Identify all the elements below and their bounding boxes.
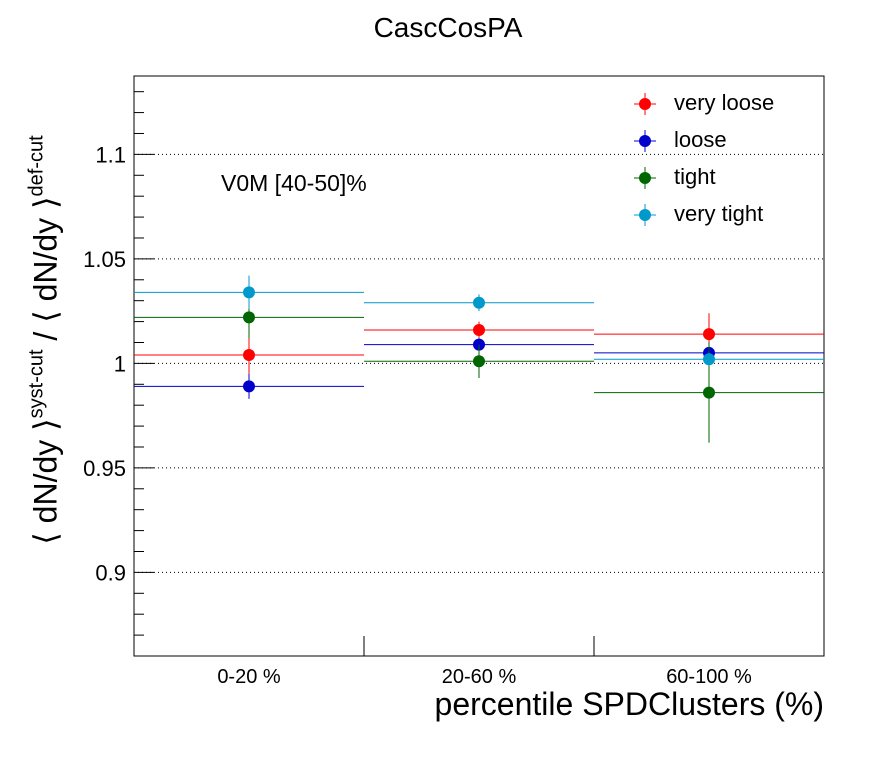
y-tick-label: 1 bbox=[114, 351, 126, 376]
y-label-sup-syst: syst-cut bbox=[25, 349, 48, 419]
legend-label: very loose bbox=[674, 90, 775, 115]
y-label-sup-def: def-cut bbox=[25, 135, 48, 197]
data-point bbox=[473, 323, 485, 336]
legend-dot bbox=[639, 172, 651, 184]
legend-label: very tight bbox=[674, 201, 764, 226]
legend-label: loose bbox=[674, 127, 727, 152]
data-point bbox=[473, 296, 485, 309]
y-label-denominator: ⟨ dN/dy ⟩ bbox=[27, 196, 64, 323]
legend-dot bbox=[639, 98, 651, 110]
x-axis-label: percentile SPDClusters (%) bbox=[434, 686, 824, 722]
data-point bbox=[703, 386, 715, 399]
data-point bbox=[703, 353, 715, 366]
data-point bbox=[243, 380, 255, 393]
legend-marker bbox=[634, 93, 656, 115]
y-axis-label: ⟨ dN/dy ⟩syst-cut / ⟨ dN/dy ⟩def-cut bbox=[26, 135, 65, 544]
y-label-slash: / bbox=[27, 322, 64, 350]
y-tick-label: 1.1 bbox=[95, 142, 126, 167]
y-label-numerator: ⟨ dN/dy ⟩ bbox=[27, 418, 64, 545]
plot-frame bbox=[133, 75, 825, 657]
legend-dot bbox=[639, 135, 651, 147]
legend-dot bbox=[639, 209, 651, 221]
x-tick-label: 0-20 % bbox=[217, 666, 281, 688]
chart-annotation: V0M [40-50]% bbox=[221, 170, 367, 196]
x-tick-label: 20-60 % bbox=[442, 666, 517, 688]
legend-marker bbox=[634, 130, 656, 152]
x-tick-label: 60-100 % bbox=[666, 666, 752, 688]
chart-title: CascCosPA bbox=[373, 12, 523, 43]
data-point bbox=[243, 286, 255, 299]
legend-label: tight bbox=[674, 164, 716, 189]
legend-marker bbox=[634, 204, 656, 226]
data-point bbox=[243, 349, 255, 362]
legend-marker bbox=[634, 167, 656, 189]
y-tick-label: 0.95 bbox=[83, 456, 126, 481]
y-tick-label: 1.05 bbox=[83, 247, 126, 272]
data-point bbox=[243, 311, 255, 324]
data-point bbox=[473, 355, 485, 368]
data-point bbox=[703, 328, 715, 341]
y-tick-label: 0.9 bbox=[95, 560, 126, 585]
